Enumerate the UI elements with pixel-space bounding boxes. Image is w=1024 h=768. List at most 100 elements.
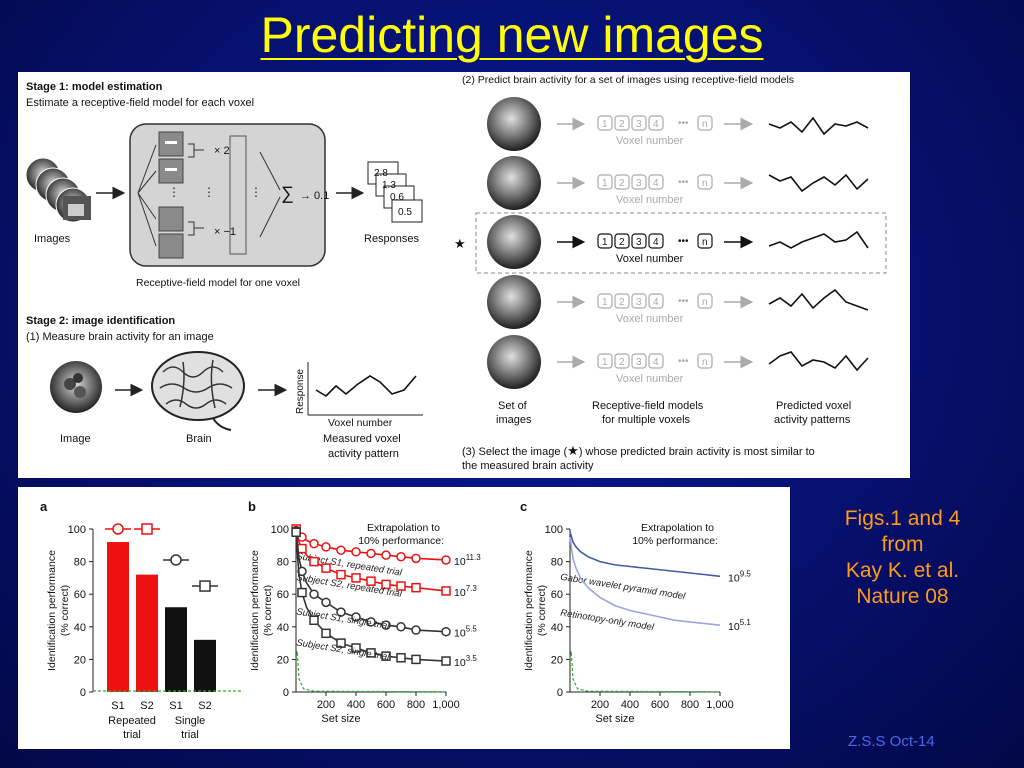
y-tick-label: 20 [74, 654, 86, 666]
voxel-box [597, 174, 613, 190]
data-point [411, 582, 421, 593]
data-point [112, 523, 124, 535]
data-point [366, 617, 376, 627]
panel-c-label: c [520, 499, 527, 514]
data-point [309, 589, 319, 599]
predicted-activity-trace [768, 116, 869, 136]
prediction-title: (2) Predict brain activity for a set of … [462, 74, 794, 86]
images-label: Images [34, 233, 71, 245]
data-point [321, 597, 331, 608]
x-tick-label: 1,000 [432, 699, 460, 711]
bar [165, 607, 187, 692]
data-point [309, 615, 319, 626]
sum-symbol: ∑ [281, 183, 294, 203]
voxel-box [648, 293, 664, 309]
candidate-image [487, 215, 541, 269]
data-point [291, 527, 301, 538]
y-tick-label: 40 [74, 622, 86, 634]
set-label-1: Set of [498, 400, 528, 412]
data-point [441, 626, 451, 637]
extrapolation-value: 103.5 [454, 654, 477, 669]
voxel-box [697, 233, 713, 249]
stage1-title: Stage 1: model estimation [26, 81, 163, 93]
sum-output: → 0.1 [300, 190, 329, 202]
stage2-title: Stage 2: image identification [26, 315, 175, 327]
extrapolation-value: 105.1 [728, 618, 751, 633]
data-point [441, 656, 451, 666]
predicted-label-1: Predicted voxel [776, 400, 851, 412]
caption-line-4: Nature 08 [856, 585, 949, 608]
voxel-box-label: n [702, 297, 708, 308]
voxel-box-label: 1 [602, 119, 608, 130]
data-point [396, 581, 406, 591]
svg-text:0.5: 0.5 [398, 207, 412, 218]
data-point [297, 543, 307, 554]
voxel-box [648, 115, 664, 131]
data-point [309, 556, 319, 567]
candidate-image [487, 97, 541, 151]
data-point [321, 542, 331, 552]
svg-text:⋮: ⋮ [250, 185, 262, 199]
predicted-activity-trace [768, 230, 869, 249]
data-point [170, 554, 182, 566]
svg-text:0.6: 0.6 [390, 192, 404, 203]
voxel-box [631, 115, 647, 131]
caption-line-3: Kay K. et al. [845, 559, 960, 582]
data-point [381, 651, 391, 661]
data-point [366, 648, 376, 658]
predicted-label-2: activity patterns [774, 414, 851, 426]
annotation-line: 10% performance: [632, 535, 718, 547]
voxel-ellipsis: ••• [678, 356, 689, 367]
filter-bottom [158, 206, 184, 259]
data-point [351, 643, 361, 653]
y-tick-label: 100 [68, 524, 86, 536]
figure-caption: Figs.1 and 4 from Kay K. et al. Nature 0… [805, 506, 1000, 610]
candidate-image [487, 156, 541, 210]
candidate-image [487, 275, 541, 329]
data-point [321, 628, 331, 639]
figure4-charts: a b c 0 20 40 60 80 100 Identification perform… [40, 499, 751, 741]
svg-text:⋮: ⋮ [168, 185, 180, 199]
voxel-box [631, 233, 647, 249]
figure1-stage-panel: Stage 1: model estimation Estimate a rec… [18, 72, 458, 478]
voxel-box [648, 174, 664, 190]
voxel-box-label: 2 [619, 297, 625, 308]
bar [107, 542, 129, 692]
voxel-box [614, 115, 630, 131]
y-tick-label: 60 [277, 589, 289, 601]
y-tick-label: 100 [271, 524, 289, 536]
voxel-box-label: 3 [636, 237, 642, 248]
set-label-2: images [496, 414, 532, 426]
voxel-number-label: Voxel number [616, 194, 684, 206]
prediction-row: 1 2 3 4 n ••• Voxel number [487, 97, 869, 151]
chart-c: 0 20 40 60 80 100 Identification performance (%… [523, 522, 751, 725]
data-point [381, 579, 391, 590]
voxel-box-label: 2 [619, 357, 625, 368]
voxel-box [697, 174, 713, 190]
y-axis-label: Identification performance [249, 550, 261, 671]
measured-activity-plot: Response Voxel number [295, 362, 423, 429]
voxel-box [631, 293, 647, 309]
x-tick-label: 800 [407, 699, 425, 711]
responses-label: Responses [364, 233, 420, 245]
x-tick-label: 200 [317, 699, 335, 711]
group-label: Repeated [108, 715, 156, 727]
y-tick-label: 0 [557, 687, 563, 699]
svg-text:1.3: 1.3 [382, 180, 396, 191]
series-line [569, 532, 721, 578]
filter-top [158, 131, 184, 184]
voxel-box [614, 233, 630, 249]
prediction-row: 1 2 3 4 n ••• Voxel number [487, 275, 869, 329]
x-tick-label: 600 [651, 699, 669, 711]
voxel-box [631, 353, 647, 369]
stage1-subtitle: Estimate a receptive-field model for eac… [26, 97, 254, 109]
voxel-box-label: n [702, 119, 708, 130]
star-marker: ★ [454, 236, 466, 251]
candidate-image [487, 335, 541, 389]
voxel-box-label: 4 [653, 237, 659, 248]
y-tick-label: 100 [545, 524, 563, 536]
voxel-box [697, 293, 713, 309]
voxel-box [597, 233, 613, 249]
data-point [351, 573, 361, 583]
prediction-row: 1 2 3 4 n ••• Voxel number [487, 215, 869, 269]
